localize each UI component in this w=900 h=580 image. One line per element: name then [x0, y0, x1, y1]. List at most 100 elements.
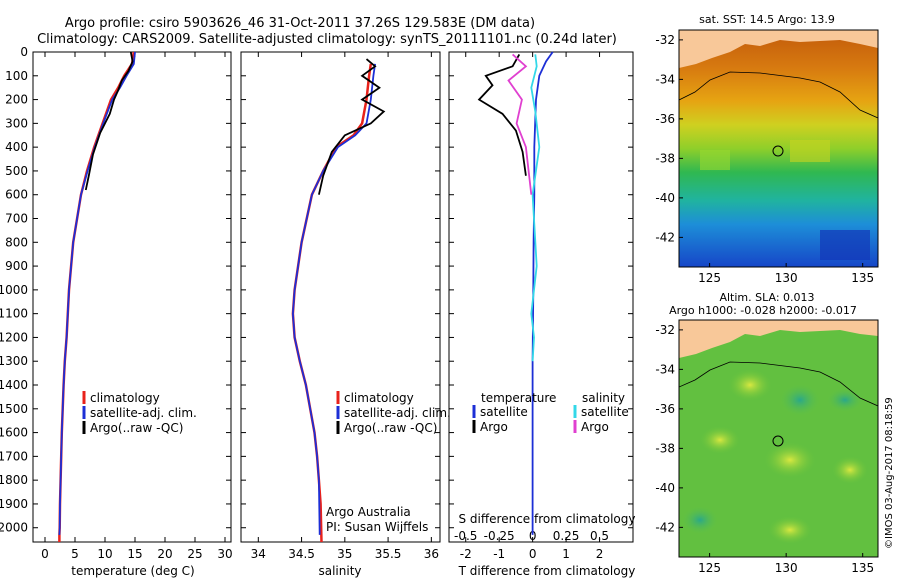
depth-tick-label: 1400	[0, 378, 28, 392]
map-lat-tick-label: -42	[655, 230, 675, 244]
series-satellite-adj-clim-	[58, 51, 136, 535]
temperature-x-tick-label: 10	[97, 547, 112, 561]
difference-legend: temperature salinity satellite Argo sate…	[472, 391, 629, 434]
sla-patch	[764, 442, 816, 478]
s-difference-axis-label: S difference from climatology	[459, 512, 636, 526]
credit-line-2: PI: Susan Wijffels	[326, 520, 428, 534]
series-argo-raw-qc-	[84, 51, 134, 191]
map-lat-tick-label: -40	[655, 481, 675, 495]
difference-x-tick-label: -2	[460, 547, 472, 561]
sla-patch	[682, 506, 718, 534]
temperature-series	[58, 51, 136, 542]
s-difference-tick-label: -0.25	[484, 529, 515, 543]
series-climatology	[291, 63, 373, 543]
legend-argo-label: Argo(..raw -QC)	[344, 421, 437, 435]
temperature-legend: climatology satellite-adj. clim. Argo(..…	[82, 391, 197, 435]
salinity-plot-frame	[240, 51, 441, 543]
sla-map	[679, 320, 878, 557]
temperature-x-tick-label: 30	[217, 547, 232, 561]
sla-map-axes: -32 -34 -36 -38 -40 -42 125 130 135	[655, 323, 874, 575]
temperature-x-tick-label: 5	[71, 547, 79, 561]
argo-location-marker	[772, 145, 784, 157]
t-difference-axis-label: T difference from climatology	[458, 564, 636, 578]
series-temperature-argo	[477, 53, 527, 176]
depth-tick-label: 600	[5, 188, 28, 202]
salinity-x-tick-label: 35	[337, 547, 352, 561]
depth-tick-label: 100	[5, 69, 28, 83]
legend-temperature-heading: temperature	[481, 391, 556, 405]
legend-s-satellite-label: satellite	[581, 405, 629, 419]
map-lon-tick-label: 130	[775, 271, 798, 285]
depth-tick-label: 1800	[0, 473, 28, 487]
sla-patch	[780, 384, 820, 416]
sla-map-title-1: Altim. SLA: 0.013	[719, 291, 814, 304]
temperature-plot-frame	[32, 51, 232, 543]
sst-patch	[700, 150, 730, 170]
sst-map-axes: -32 -34 -36 -38 -40 -42 125 130 135	[655, 33, 874, 285]
depth-tick-label: 300	[5, 116, 28, 130]
map-lat-tick-label: -38	[655, 441, 675, 455]
depth-axis: 0 100 200 300 400 500 600 700 800 900 1000 1100 1200…	[0, 45, 633, 535]
credit-line-1: Argo Australia	[326, 505, 411, 519]
map-lon-tick-label: 125	[698, 271, 721, 285]
imos-stamp: ©IMOS 03-Aug-2017 08:18:59	[884, 397, 895, 549]
legend-salinity-heading: salinity	[582, 391, 625, 405]
depth-tick-label: 800	[5, 235, 28, 249]
legend-argo-label: Argo(..raw -QC)	[90, 421, 183, 435]
depth-tick-label: 700	[5, 212, 28, 226]
sst-map-frame	[678, 29, 879, 268]
temperature-x-tick-label: 0	[41, 547, 49, 561]
sst-patch	[820, 230, 870, 260]
difference-plot-frame	[448, 51, 634, 543]
difference-x-tick-label: 2	[596, 547, 604, 561]
salinity-x-axis: 34 34.5 35 35.5 36	[251, 52, 439, 561]
map-lon-tick-label: 130	[775, 561, 798, 575]
temperature-x-tick-label: 15	[127, 547, 142, 561]
s-difference-tick-label: 0.25	[553, 529, 580, 543]
depth-tick-label: 1000	[0, 283, 28, 297]
salinity-x-tick-label: 35.5	[375, 547, 402, 561]
legend-s-argo-label: Argo	[581, 420, 609, 434]
title-line-1: Argo profile: csiro 5903626_46 31-Oct-20…	[65, 16, 535, 31]
series-salinity-argo	[507, 53, 533, 195]
map-lat-tick-label: -34	[655, 362, 675, 376]
title-line-2: Climatology: CARS2009. Satellite-adjuste…	[37, 32, 617, 47]
map-lat-tick-label: -36	[655, 402, 675, 416]
legend-satellite-label: satellite-adj. clim.	[90, 406, 197, 420]
salinity-x-tick-label: 34	[251, 547, 266, 561]
salinity-legend: climatology satellite-adj. clim. Argo(..…	[336, 391, 451, 435]
series-temperature-satellite	[531, 51, 554, 535]
argo-location-marker	[772, 435, 784, 447]
map-lat-tick-label: -32	[655, 323, 675, 337]
sst-patch	[790, 140, 830, 162]
series-salinity-satellite	[530, 54, 541, 362]
depth-tick-label: 400	[5, 140, 28, 154]
map-lat-tick-label: -34	[655, 72, 675, 86]
depth-tick-label: 1100	[0, 307, 28, 321]
depth-tick-label: 1900	[0, 497, 28, 511]
sst-map	[679, 30, 878, 267]
difference-series	[477, 51, 554, 535]
depth-tick-label: 500	[5, 164, 28, 178]
s-difference-tick-label: 0.5	[590, 529, 609, 543]
salinity-series	[291, 58, 386, 543]
sla-patch	[728, 369, 772, 401]
sla-map-title-2: Argo h1000: -0.028 h2000: -0.017	[669, 304, 857, 317]
depth-tick-label: 1200	[0, 330, 28, 344]
map-lat-tick-label: -42	[655, 520, 675, 534]
map-lat-tick-label: -32	[655, 33, 675, 47]
map-lon-tick-label: 135	[851, 561, 874, 575]
sla-patch	[700, 426, 740, 454]
salinity-x-tick-label: 36	[424, 547, 439, 561]
difference-x-axis: -2 -1 0 1 2 -0.5 -0.25 0 0.25 0.5	[454, 52, 609, 561]
sla-patch	[832, 456, 868, 484]
series-satellite-adj-clim-	[291, 63, 376, 535]
legend-t-satellite-label: satellite	[480, 405, 528, 419]
sst-map-title: sat. SST: 14.5 Argo: 13.9	[699, 13, 835, 26]
sst-contour	[679, 71, 878, 119]
map-lat-tick-label: -38	[655, 151, 675, 165]
sla-map-frame	[678, 319, 879, 558]
legend-t-argo-label: Argo	[480, 420, 508, 434]
temperature-x-tick-label: 20	[157, 547, 172, 561]
